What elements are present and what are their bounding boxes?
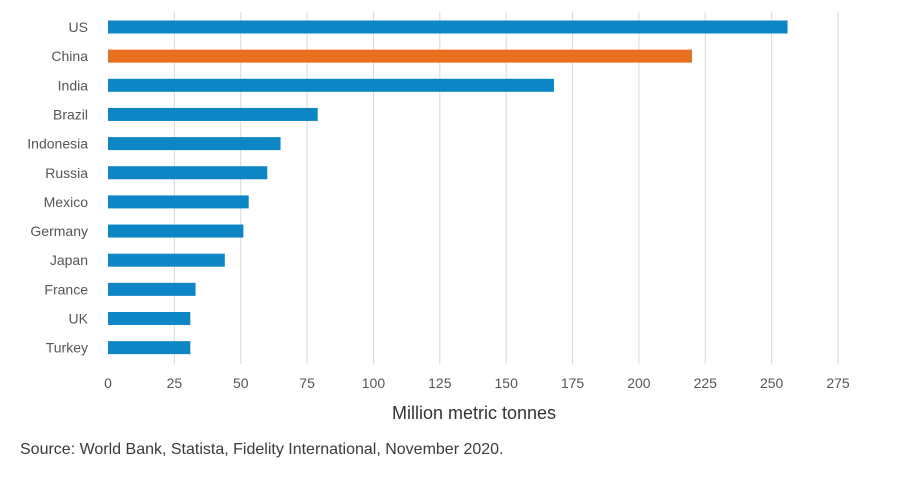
category-label: UK — [69, 311, 89, 327]
x-tick-label: 100 — [362, 375, 386, 391]
category-label: Indonesia — [27, 136, 88, 152]
x-tick-label: 75 — [299, 375, 315, 391]
bar-uk — [108, 312, 191, 325]
bar-mexico — [108, 195, 249, 209]
category-label: Mexico — [44, 194, 89, 210]
category-label: China — [51, 48, 88, 64]
x-tick-label: 0 — [104, 375, 112, 391]
category-label: India — [58, 77, 89, 93]
x-tick-label: 275 — [826, 375, 850, 391]
bar-japan — [108, 253, 225, 267]
bar-russia — [108, 166, 268, 180]
bar-china — [108, 49, 692, 63]
x-tick-label: 125 — [428, 375, 452, 391]
category-label: France — [44, 281, 88, 297]
source-note: Source: World Bank, Statista, Fidelity I… — [20, 441, 504, 458]
x-tick-label: 225 — [694, 375, 718, 391]
bar-turkey — [108, 341, 191, 355]
x-tick-label: 175 — [561, 375, 585, 391]
category-labels: US China India Brazil Indonesia Russia Mexico G… — [27, 19, 88, 356]
category-label: Japan — [50, 252, 88, 268]
category-label: Russia — [45, 165, 88, 181]
bars — [108, 20, 788, 355]
grid-lines — [173, 12, 839, 364]
x-tick-label: 50 — [233, 375, 249, 391]
bar-germany — [108, 224, 244, 238]
bar-france — [108, 282, 196, 296]
category-label: Brazil — [53, 106, 88, 122]
x-tick-label: 200 — [627, 375, 651, 391]
x-tick-label: 150 — [495, 375, 519, 391]
x-axis-title: Million metric tonnes — [392, 403, 556, 423]
x-tick-label: 250 — [760, 375, 784, 391]
category-label: US — [69, 19, 88, 35]
x-tick-label: 25 — [167, 375, 183, 391]
bar-indonesia — [108, 137, 281, 151]
bar-india — [108, 78, 554, 92]
bar-brazil — [108, 107, 318, 121]
category-label: Turkey — [46, 340, 88, 356]
bar-us — [108, 20, 788, 34]
x-axis-ticks: 0 25 50 75 100 125 150 175 200 225 250 275 — [104, 375, 850, 391]
category-label: Germany — [30, 223, 88, 239]
